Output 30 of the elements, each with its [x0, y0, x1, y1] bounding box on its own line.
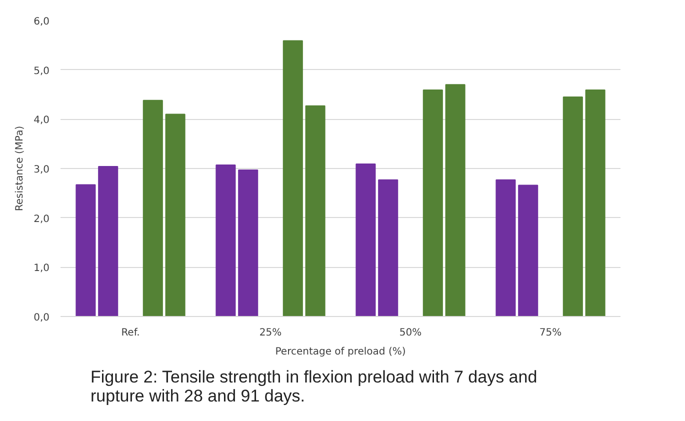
text: Figure 2: Tensile strength in flexion preload with 7 days and rupture with 28 and 91 days. [90, 368, 538, 406]
bar [518, 184, 538, 316]
bar [422, 90, 443, 316]
bar [76, 184, 96, 316]
x-tick-label: 50% [399, 328, 422, 338]
bar [562, 96, 583, 316]
y-tick-label: 1,0 [34, 263, 50, 274]
bar [165, 114, 186, 316]
bar [305, 105, 326, 316]
x-tick-label: 25% [259, 328, 282, 338]
bar [98, 166, 118, 316]
bar [356, 164, 376, 316]
x-tick-label: Ref. [121, 328, 140, 338]
bar [216, 164, 236, 316]
bar [585, 90, 606, 316]
x-tick-label: 75% [539, 328, 562, 338]
y-tick-label: 0,0 [34, 312, 50, 324]
bar [142, 100, 163, 316]
bar [282, 40, 303, 316]
y-axis-title: Resistance (MPa) [14, 126, 26, 212]
x-axis-title: Percentage of preload (%) [275, 346, 406, 358]
y-tick-label: 6,0 [34, 16, 50, 28]
bar [378, 179, 398, 316]
bar [445, 84, 466, 316]
y-tick-label: 2,0 [34, 214, 50, 225]
bar [238, 169, 258, 316]
bar [496, 179, 516, 316]
y-tick-label: 4,0 [34, 115, 50, 126]
y-tick-label: 3,0 [34, 164, 50, 176]
y-tick-label: 5,0 [34, 66, 50, 77]
